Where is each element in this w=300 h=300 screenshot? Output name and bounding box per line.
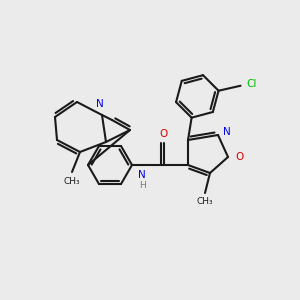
Text: N: N [96, 99, 104, 109]
Text: H: H [139, 181, 145, 190]
Text: N: N [223, 127, 231, 137]
Text: CH₃: CH₃ [64, 176, 80, 185]
Text: O: O [160, 129, 168, 139]
Text: N: N [138, 170, 146, 180]
Text: O: O [235, 152, 243, 162]
Text: Cl: Cl [246, 79, 257, 89]
Text: CH₃: CH₃ [197, 197, 213, 206]
